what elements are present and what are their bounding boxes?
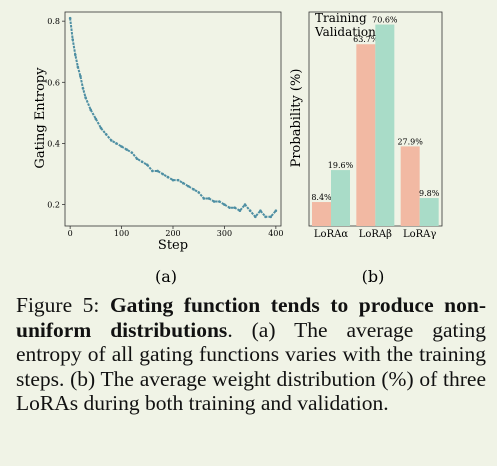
legend-label-training: Training — [315, 11, 367, 25]
entropy-point — [274, 209, 278, 213]
bar-training-0 — [312, 202, 331, 226]
entropy-point — [109, 139, 113, 142]
bar-value-label: 27.9% — [397, 137, 423, 146]
panel-b-label: (b) — [362, 267, 385, 286]
x-tick-label: 100 — [114, 229, 129, 238]
entropy-point — [140, 160, 144, 164]
bar-value-label: 63.7% — [353, 35, 379, 44]
entropy-point — [181, 181, 185, 185]
entropy-point — [187, 184, 190, 188]
entropy-line — [69, 17, 277, 218]
entropy-point — [269, 215, 273, 219]
y-tick-label: 0.2 — [47, 201, 60, 210]
entropy-point — [202, 197, 206, 200]
entropy-point — [207, 197, 211, 200]
panel-b-bar-chart: 8.4% 19.6% 63.7% 70.6% 27.9% 9.8% Training Va… — [289, 11, 443, 286]
entropy-point — [166, 175, 170, 179]
entropy-point — [248, 209, 252, 213]
entropy-point — [259, 209, 262, 213]
entropy-point — [84, 96, 87, 99]
entropy-point — [73, 53, 77, 57]
probability-bars: 8.4% 19.6% 63.7% 70.6% 27.9% 9.8% — [311, 16, 440, 226]
entropy-point — [68, 16, 72, 20]
entropy-point — [238, 209, 242, 213]
bar-training-2 — [400, 146, 420, 226]
entropy-point — [135, 157, 139, 161]
entropy-point — [233, 206, 237, 209]
entropy-point — [192, 188, 195, 191]
entropy-point — [228, 206, 231, 209]
panel-a-ylabel: Gating Entropy — [33, 67, 48, 169]
entropy-point — [197, 191, 201, 194]
entropy-point — [145, 163, 149, 167]
bar-validation-0 — [331, 170, 350, 226]
entropy-point — [223, 203, 226, 206]
entropy-point — [76, 65, 80, 69]
entropy-point — [79, 74, 82, 78]
entropy-point — [130, 151, 134, 154]
entropy-point — [171, 178, 175, 182]
x-tick-label: LoRAα — [314, 229, 348, 240]
entropy-point — [217, 200, 221, 203]
entropy-point — [125, 148, 129, 151]
panel-a-xlabel: Step — [158, 238, 188, 253]
entropy-point — [243, 203, 247, 206]
panel-a-axes: 0 100 200 300 400 0.2 0.4 0.6 0.8 — [47, 17, 283, 238]
panel-b-xticks: LoRAα LoRAβ LoRAγ — [314, 229, 436, 240]
entropy-point — [253, 215, 257, 219]
bar-value-label: 19.6% — [328, 161, 354, 170]
x-tick-label: 400 — [268, 229, 283, 238]
panel-b-legend: Training Validation — [314, 11, 376, 39]
bar-validation-1 — [375, 24, 395, 226]
bar-value-label: 9.8% — [419, 189, 440, 198]
entropy-point — [99, 126, 103, 130]
x-tick-label: LoRAβ — [359, 229, 392, 240]
y-tick-label: 0.6 — [47, 78, 60, 87]
caption-bold: Gating function tends to produce non-uni… — [16, 293, 486, 342]
entropy-point — [156, 169, 159, 173]
entropy-point — [94, 117, 98, 121]
entropy-point — [71, 38, 75, 41]
x-tick-label: 0 — [68, 229, 73, 238]
entropy-point — [151, 169, 154, 173]
bar-validation-2 — [419, 198, 439, 226]
entropy-point — [104, 132, 108, 136]
caption-rest: . (a) The average gating entropy of all … — [16, 317, 486, 416]
bar-value-label: 8.4% — [311, 193, 332, 202]
caption-prefix: Figure 5: — [16, 293, 110, 317]
panel-b-ylabel: Probability (%) — [289, 69, 304, 168]
panel-a-entropy-chart: 0 100 200 300 400 0.2 0.4 0.6 0.8 Step Gating En… — [33, 11, 283, 286]
entropy-point — [212, 200, 216, 203]
y-tick-label: 0.8 — [47, 17, 60, 26]
y-tick-label: 0.4 — [47, 139, 60, 148]
x-tick-label: 300 — [217, 229, 232, 238]
entropy-points — [68, 16, 278, 219]
entropy-point — [115, 142, 118, 145]
x-tick-label: LoRAγ — [403, 229, 436, 240]
entropy-point — [161, 172, 165, 176]
figure-caption: Figure 5: Gating function tends to produ… — [16, 293, 486, 416]
bar-value-label: 70.6% — [372, 16, 398, 25]
legend-label-validation: Validation — [314, 25, 376, 39]
entropy-point — [264, 215, 267, 219]
entropy-point — [81, 87, 85, 90]
entropy-point — [89, 108, 93, 112]
x-tick-label: 200 — [165, 229, 180, 238]
panel-a-label: (a) — [155, 267, 177, 286]
panel-a-frame — [64, 11, 282, 227]
entropy-point — [176, 178, 180, 182]
bar-training-1 — [356, 44, 376, 226]
entropy-point — [120, 145, 123, 148]
